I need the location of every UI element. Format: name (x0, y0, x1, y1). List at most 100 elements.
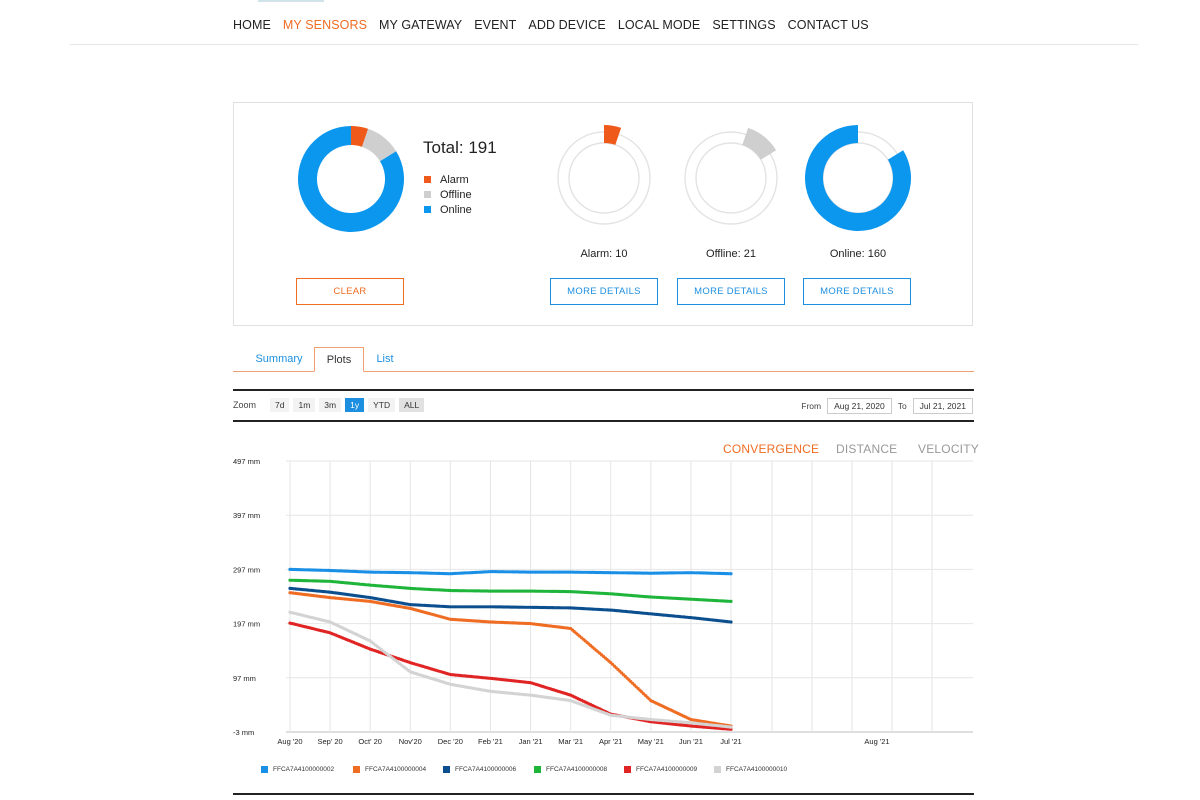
alarm-count-label: Alarm: 10 (580, 248, 628, 260)
from-date-input[interactable]: Aug 21, 2020 (827, 398, 892, 414)
nav-add-device[interactable]: ADD DEVICE (528, 18, 606, 32)
y-tick-label: 497 mm (233, 457, 260, 466)
view-tabs: Summary Plots List (233, 347, 974, 372)
donut-ring-inner (695, 142, 767, 214)
x-tick-label: Apr '21 (599, 737, 623, 746)
y-tick-label: -3 mm (233, 728, 254, 737)
date-range: From Aug 21, 2020 To Jul 21, 2021 (801, 398, 973, 414)
legend-label: FFCA7A4100000008 (546, 766, 608, 773)
donut-ring (557, 131, 651, 225)
series-FFCA7A4100000008 (288, 578, 733, 603)
y-tick-label: 97 mm (233, 674, 256, 683)
x-tick-label: Oct' 20 (358, 737, 382, 746)
offline-slice (742, 127, 777, 160)
offline-count-label: Offline: 21 (706, 248, 756, 260)
zoom-label: Zoom (233, 400, 257, 410)
legend-label: FFCA7A4100000006 (455, 766, 517, 773)
total-count: Total: 191 (423, 138, 497, 157)
data-point (729, 620, 733, 624)
legend-alarm: Alarm (424, 172, 472, 187)
series-FFCA7A4100000006 (288, 586, 733, 624)
legend-swatch (714, 766, 721, 773)
x-tick-label: Dec '20 (438, 737, 463, 746)
y-tick-label: 197 mm (233, 620, 260, 629)
series-FFCA7A4100000009 (288, 621, 733, 731)
y-tick-label: 297 mm (233, 565, 260, 574)
legend-item-FFCA7A4100000009[interactable]: FFCA7A4100000009 (624, 766, 697, 773)
legend-swatch (443, 766, 450, 773)
online-swatch (424, 206, 431, 213)
legend-online: Online (424, 202, 472, 217)
alarm-swatch (424, 176, 431, 183)
nav-home[interactable]: HOME (233, 18, 271, 32)
sensor-summary-panel (233, 102, 973, 326)
legend-item-FFCA7A4100000004[interactable]: FFCA7A4100000004 (353, 766, 426, 773)
offline-donut (684, 127, 778, 225)
legend-swatch (261, 766, 268, 773)
legend-swatch (624, 766, 631, 773)
legend-offline: Offline (424, 187, 472, 202)
zoom-all-button[interactable]: ALL (399, 398, 425, 412)
x-tick-label: May '21 (638, 737, 664, 746)
alarm-slice (604, 125, 622, 145)
x-tick-label: Nov'20 (399, 737, 422, 746)
x-tick-label: Sep' 20 (317, 737, 342, 746)
nav-my-sensors[interactable]: MY SENSORS (282, 18, 368, 32)
nav-contact-us[interactable]: CONTACT US (787, 18, 869, 32)
metric-distance-tab[interactable]: DISTANCE (836, 442, 898, 456)
to-date-input[interactable]: Jul 21, 2021 (912, 398, 973, 414)
y-tick-label: 397 mm (233, 511, 260, 520)
legend-label: FFCA7A4100000009 (636, 766, 698, 773)
series-FFCA7A4100000010 (288, 610, 733, 729)
zoom-bottom-rule (233, 420, 974, 422)
x-tick-label: Jun '21 (679, 737, 703, 746)
chart-series (288, 567, 733, 731)
alarm-more-details-button[interactable]: MORE DETAILS (550, 278, 658, 305)
zoom-3m-button[interactable]: 3m (319, 398, 342, 412)
zoom-1m-button[interactable]: 1m (293, 398, 316, 412)
x-axis-ticks: Aug '20 Sep' 20 Oct' 20 Nov'20 Dec '20 Feb '2… (277, 737, 889, 746)
legend-item-FFCA7A4100000006[interactable]: FFCA7A4100000006 (443, 766, 516, 773)
alarm-donut (557, 125, 651, 225)
clear-button[interactable]: CLEAR (296, 278, 404, 305)
zoom-ytd-button[interactable]: YTD (368, 398, 396, 412)
series-FFCA7A4100000002 (288, 567, 733, 576)
legend-swatch (353, 766, 360, 773)
data-point (729, 599, 733, 603)
data-point (729, 725, 733, 729)
from-label: From (801, 401, 822, 411)
offline-swatch (424, 191, 431, 198)
zoom-controls: Zoom 7d 1m 3m 1y YTD ALL (233, 398, 425, 412)
nav-event[interactable]: EVENT (474, 18, 517, 32)
donut-ring-inner (822, 142, 894, 214)
legend-item-FFCA7A4100000008[interactable]: FFCA7A4100000008 (534, 766, 607, 773)
tab-list[interactable]: List (376, 353, 394, 365)
metric-velocity-tab[interactable]: VELOCITY (918, 442, 979, 456)
nav-settings[interactable]: SETTINGS (712, 18, 776, 32)
to-label: To (897, 401, 907, 411)
legend-label: FFCA7A4100000002 (273, 766, 335, 773)
status-legend: Alarm Offline Online (424, 172, 472, 217)
offline-more-details-button[interactable]: MORE DETAILS (677, 278, 785, 305)
tab-plots[interactable]: Plots (314, 347, 364, 372)
zoom-1y-button[interactable]: 1y (345, 398, 365, 412)
donut-ring-inner (568, 142, 640, 214)
alarm-slice (351, 126, 369, 147)
zoom-7d-button[interactable]: 7d (270, 398, 290, 412)
navigator-tick-label: Aug '21 (864, 737, 889, 746)
online-more-details-button[interactable]: MORE DETAILS (803, 278, 911, 305)
nav-divider (70, 44, 1138, 45)
tab-summary[interactable]: Summary (255, 353, 303, 365)
x-tick-label: Feb '21 (478, 737, 503, 746)
offline-slice (361, 128, 397, 162)
metric-convergence-tab[interactable]: CONVERGENCE (723, 442, 820, 456)
x-tick-label: Jul '21 (720, 737, 741, 746)
legend-swatch (534, 766, 541, 773)
legend-item-FFCA7A4100000010[interactable]: FFCA7A4100000010 (714, 766, 787, 773)
convergence-chart: 497 mm 397 mm 297 mm 197 mm 97 mm -3 mm Aug '… (233, 457, 973, 746)
nav-local-mode[interactable]: LOCAL MODE (617, 18, 701, 32)
plot-header-rule (233, 389, 974, 391)
nav-my-gateway[interactable]: MY GATEWAY (379, 18, 463, 32)
series-FFCA7A4100000004 (288, 591, 733, 728)
legend-item-FFCA7A4100000002[interactable]: FFCA7A4100000002 (261, 766, 334, 773)
